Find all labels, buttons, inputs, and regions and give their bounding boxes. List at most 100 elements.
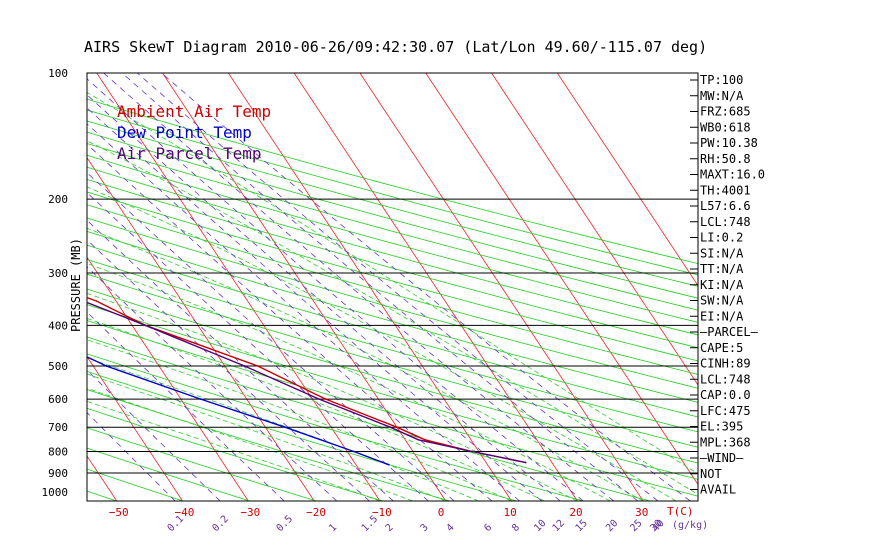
isotherm-line xyxy=(227,73,512,501)
dry-adiabat-line xyxy=(87,231,698,403)
index-label: WB0:618 xyxy=(700,120,751,134)
pressure-tick-label: 700 xyxy=(48,421,68,434)
index-label: LFC:475 xyxy=(700,404,751,418)
series-point-air-parcel-temp xyxy=(471,450,474,453)
isotherm-line xyxy=(359,73,644,501)
pressure-tick-label: 1000 xyxy=(42,486,69,499)
pressure-tick-label: 300 xyxy=(48,267,68,280)
index-label: CINH:89 xyxy=(700,357,751,371)
mixing-ratio-line xyxy=(87,369,221,501)
pressure-tick-label: 100 xyxy=(48,67,68,80)
pressure-tick-label: 600 xyxy=(48,393,68,406)
mixing-tick-label: 0.2 xyxy=(210,514,231,535)
index-label: TP:100 xyxy=(700,73,743,87)
dry-adiabat-line xyxy=(87,143,698,311)
moist-adiabat-line xyxy=(87,400,381,501)
bottom-unit-label: T(C) xyxy=(667,505,694,518)
isotherm-line xyxy=(556,73,698,287)
mixing-ratio-line xyxy=(161,73,691,501)
pressure-tick-label: 900 xyxy=(48,467,68,480)
index-label: TT:N/A xyxy=(700,262,744,276)
dry-adiabat-line xyxy=(87,98,698,265)
index-label: LCL:748 xyxy=(700,215,751,229)
dry-adiabat-line xyxy=(87,447,250,501)
mixing-tick-label: 10 xyxy=(532,518,548,534)
moist-adiabat-line xyxy=(87,92,698,475)
dry-adiabat-line xyxy=(87,407,384,501)
moist-adiabat-grid xyxy=(87,92,698,501)
dry-adiabat-line xyxy=(87,191,698,362)
series-point-dew-point-temp xyxy=(199,398,202,401)
mixing-tick-label: 25 xyxy=(628,518,644,534)
mixing-tick-label: 1 xyxy=(327,522,339,534)
isotherm-line xyxy=(87,355,183,501)
pressure-tick-label: 200 xyxy=(48,193,68,206)
dry-adiabat-line xyxy=(87,204,698,375)
bottom-temperature-ticks: −50 −40 −30 −20 −10 0 10 20 30 xyxy=(109,506,649,519)
moist-adiabat-line xyxy=(87,227,644,501)
moist-adiabat-line xyxy=(87,186,677,501)
dry-adiabat-line xyxy=(87,320,698,497)
bottom-tick-label: −10 xyxy=(372,506,392,519)
series-point-ambient-air-temp xyxy=(95,300,98,302)
index-label: NOT xyxy=(700,467,722,481)
bottom-tick-label: 10 xyxy=(504,506,517,519)
mixing-tick-label: 20 xyxy=(604,518,620,534)
index-label: LCL:748 xyxy=(700,372,751,386)
index-label: —PARCEL— xyxy=(700,325,759,339)
mixing-tick-label: 3 xyxy=(419,522,431,534)
legend-dewpoint: Dew Point Temp xyxy=(117,123,252,142)
bottom-tick-label: 30 xyxy=(635,506,648,519)
legend-parcel: Air Parcel Temp xyxy=(117,144,262,163)
series-point-air-parcel-temp xyxy=(524,461,527,464)
isotherm-line xyxy=(87,455,118,501)
isotherm-line xyxy=(0,73,51,501)
bottom-tick-label: 20 xyxy=(569,506,582,519)
dry-adiabat-line xyxy=(87,370,517,501)
mixing-tick-label: 8 xyxy=(510,522,522,534)
dry-adiabat-line xyxy=(87,336,651,501)
mixing-ratio-line xyxy=(87,123,520,501)
series-point-dew-point-temp xyxy=(352,450,355,453)
moist-adiabat-line xyxy=(87,373,446,501)
mixing-ratio-line xyxy=(87,78,584,501)
index-label: FRZ:685 xyxy=(700,105,751,119)
series-point-dew-point-temp xyxy=(19,324,21,326)
mixing-ratio-line xyxy=(87,266,338,501)
mixing-ratio-line xyxy=(87,191,429,501)
dry-adiabat-line xyxy=(87,178,698,349)
index-label: TH:4001 xyxy=(700,183,751,197)
bottom-tick-label: −50 xyxy=(109,506,129,519)
series-point-air-parcel-temp xyxy=(144,324,147,327)
index-label: AVAIL xyxy=(700,483,736,497)
mixing-ratio-line xyxy=(87,172,455,501)
mixing-ratio-line xyxy=(87,143,493,501)
series-point-ambient-air-temp xyxy=(324,398,327,401)
index-label: MAXT:16.0 xyxy=(700,168,765,182)
series-line-dew-point-temp xyxy=(87,356,390,466)
index-label: LI:0.2 xyxy=(700,231,743,245)
dry-adiabat-line xyxy=(87,259,698,433)
index-label: EI:N/A xyxy=(700,309,744,323)
dry-adiabat-line xyxy=(87,109,698,276)
index-label: SW:N/A xyxy=(700,294,744,308)
index-label: L57:6.6 xyxy=(700,199,751,213)
dry-adiabat-line xyxy=(87,353,584,501)
moist-adiabat-line xyxy=(87,263,611,501)
series-point-ambient-air-temp xyxy=(396,426,398,429)
index-label: MW:N/A xyxy=(700,89,744,103)
dry-adiabat-line xyxy=(87,427,317,501)
series-point-ambient-air-temp xyxy=(424,438,426,441)
series-point-dew-point-temp xyxy=(105,365,108,367)
isotherm-line xyxy=(96,73,381,501)
series-point-air-parcel-temp xyxy=(4,272,6,274)
mixing-tick-label: 15 xyxy=(574,518,590,534)
series-layer xyxy=(0,266,527,466)
series-point-ambient-air-temp xyxy=(0,266,2,268)
index-label: CAP:0.0 xyxy=(700,388,751,402)
legend-ambient: Ambient Air Temp xyxy=(117,102,271,121)
mixing-ratio-line xyxy=(87,107,543,501)
bottom-tick-label: −30 xyxy=(240,506,260,519)
index-label: EL:395 xyxy=(700,420,743,434)
